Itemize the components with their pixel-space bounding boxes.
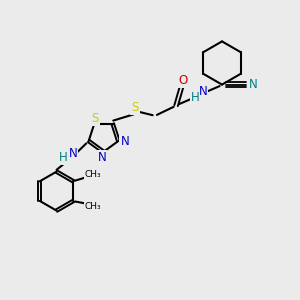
- Text: CH₃: CH₃: [85, 170, 101, 179]
- Text: H: H: [59, 151, 68, 164]
- Text: N: N: [198, 85, 207, 98]
- Text: S: S: [91, 112, 99, 125]
- Text: H: H: [190, 91, 200, 104]
- Text: N: N: [68, 147, 77, 160]
- Text: CH₃: CH₃: [85, 202, 101, 211]
- Text: N: N: [248, 77, 257, 91]
- Text: O: O: [178, 74, 188, 87]
- Text: S: S: [131, 100, 139, 114]
- Text: N: N: [121, 134, 129, 148]
- Text: N: N: [98, 151, 106, 164]
